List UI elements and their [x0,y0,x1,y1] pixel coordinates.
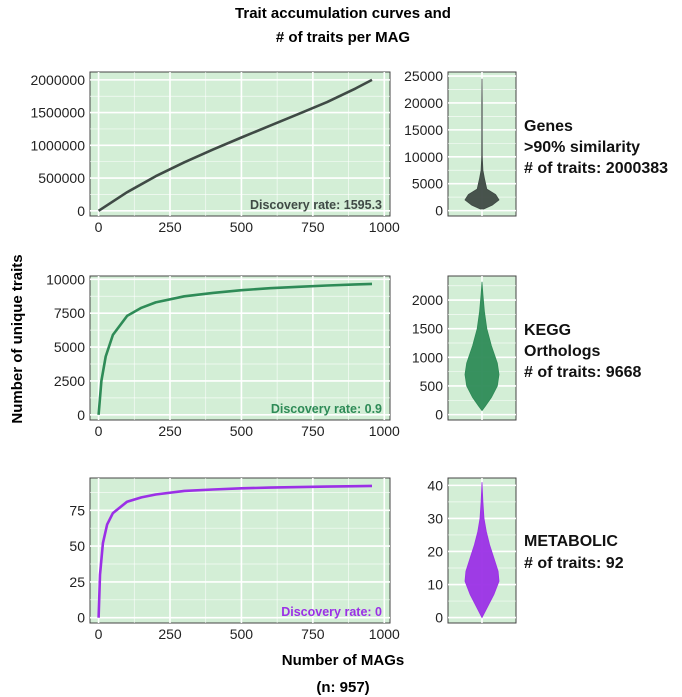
metabolic-curve-discovery-rate: Discovery rate: 0 [281,605,382,619]
y-tick-label: 0 [435,407,443,423]
y-tick-label: 0 [435,610,443,626]
x-tick-label: 500 [230,626,254,642]
kegg-label-line3: # of traits: 9668 [524,364,641,381]
kegg-label-line1: KEGG [524,322,571,339]
y-tick-label: 1500000 [30,105,85,121]
metabolic-label-line1: METABOLIC [524,533,618,550]
y-tick-label: 20 [427,543,443,559]
y-axis-title: Number of unique traits [9,254,26,423]
metabolic-side-label: METABOLIC # of traits: 92 [524,533,624,572]
x-tick-label: 500 [230,219,254,235]
y-tick-label: 5000 [54,339,85,355]
metabolic-curve-panel: 0 250 500 750 1000 0 25 50 75 Discovery rate: 0 [69,477,400,642]
y-tick-label: 2500 [54,373,85,389]
kegg-curve-series-line [97,282,373,415]
x-tick-label: 1000 [369,626,400,642]
y-tick-label: 2000 [412,292,443,308]
metabolic-violin-panel: 0 10 20 30 40 [427,477,517,626]
x-tick-label: 0 [95,219,103,235]
y-tick-label: 25000 [404,68,443,84]
y-tick-label: 30 [427,510,443,526]
y-tick-label: 50 [69,538,85,554]
x-tick-label: 1000 [369,219,400,235]
x-tick-label: 500 [230,423,254,439]
kegg-curve-discovery-rate: Discovery rate: 0.9 [271,402,382,416]
y-tick-label: 10000 [404,149,443,165]
x-tick-label: 0 [95,626,103,642]
y-tick-label: 15000 [404,122,443,138]
y-tick-label: 40 [427,477,443,493]
metabolic-violin-shape [464,482,500,619]
x-tick-label: 750 [301,219,325,235]
y-tick-label: 2000000 [30,72,85,88]
genes-label-line3: # of traits: 2000383 [524,160,668,177]
figure-title-line1: Trait accumulation curves and [235,5,451,22]
genes-curve-discovery-rate: Discovery rate: 1595.3 [250,198,382,212]
genes-side-label: Genes >90% similarity # of traits: 20003… [524,118,668,177]
kegg-curve-panel: 0 250 500 750 1000025005000750010000Discover… [46,271,400,439]
y-tick-label: 0 [77,610,85,626]
genes-label-line2: >90% similarity [524,139,640,156]
metabolic-label-line2: # of traits: 92 [524,555,624,572]
x-tick-label: 250 [158,423,182,439]
y-tick-label: 7500 [54,305,85,321]
y-tick-label: 0 [77,203,85,219]
y-tick-label: 500 [420,378,444,394]
kegg-side-label: KEGG Orthologs # of traits: 9668 [524,322,641,381]
kegg-violin-panel: 0 500 1000 1500 2000 [412,275,517,423]
genes-curve-series-line [97,78,373,212]
x-tick-label: 250 [158,219,182,235]
metabolic-curve-background [89,477,391,624]
x-tick-label: 0 [95,423,103,439]
y-tick-label: 1000000 [30,137,85,153]
y-tick-label: 5000 [412,176,443,192]
kegg-violin-shape [464,281,500,412]
kegg-label-line2: Orthologs [524,343,601,360]
kegg-curve-background [89,275,391,421]
x-axis-title: Number of MAGs [282,652,405,669]
y-tick-label: 20000 [404,95,443,111]
x-tick-label: 250 [158,626,182,642]
figure-title-line2: # of traits per MAG [276,29,410,46]
metabolic-curve-series-line [97,484,373,618]
x-axis-subtitle: (n: 957) [316,679,369,696]
x-tick-label: 1000 [369,423,400,439]
y-tick-label: 1500 [412,321,443,337]
y-tick-label: 1000 [412,349,443,365]
y-tick-label: 500000 [38,170,85,186]
x-tick-label: 750 [301,423,325,439]
y-tick-label: 10000 [46,271,85,287]
y-tick-label: 10 [427,577,443,593]
x-tick-label: 750 [301,626,325,642]
y-tick-label: 0 [435,203,443,219]
genes-violin-shape [464,78,500,210]
y-tick-label: 75 [69,502,85,518]
genes-label-line1: Genes [524,118,573,135]
y-tick-label: 0 [77,407,85,423]
genes-curve-panel: 0 250 500 750 1000 0 500000 1000000 1500000 20000… [30,71,400,235]
genes-violin-panel: 0 5000 10000 15000 20000 25000 [404,68,517,219]
y-tick-label: 25 [69,574,85,590]
